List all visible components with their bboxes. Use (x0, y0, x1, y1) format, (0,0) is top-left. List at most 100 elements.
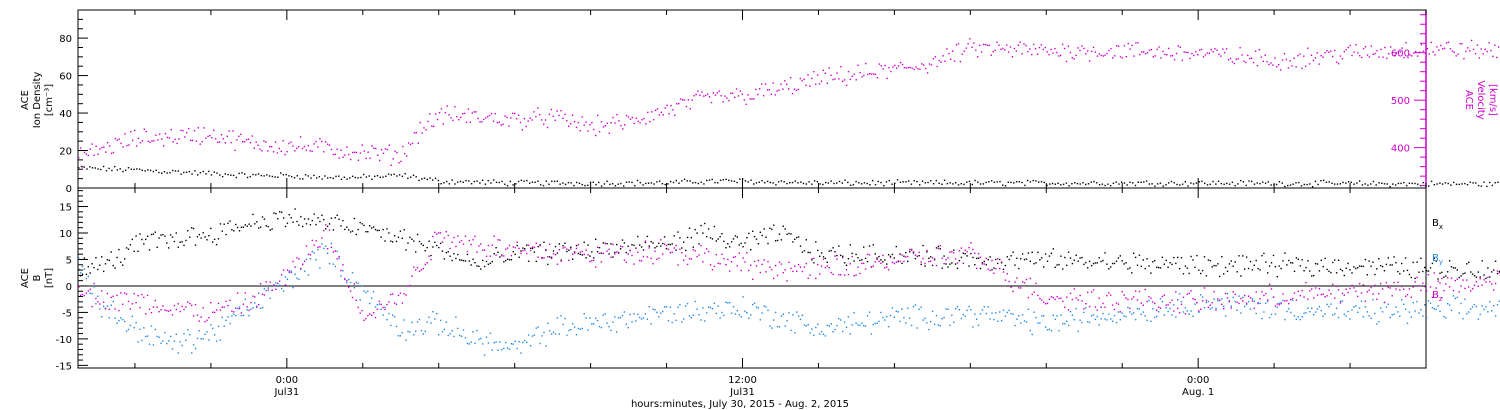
velocity-point (471, 112, 473, 114)
by-point (1330, 303, 1332, 305)
density-point (1087, 183, 1090, 185)
bz-point (296, 257, 298, 259)
bx-point (654, 247, 656, 249)
density-point (1201, 180, 1203, 182)
by-point (83, 268, 86, 270)
velocity-point (1303, 55, 1305, 57)
by-point (485, 336, 488, 338)
bx-point (884, 259, 886, 261)
by-point (646, 318, 649, 320)
by-point (832, 331, 834, 333)
density-point (1026, 179, 1029, 182)
density-point (1331, 182, 1333, 184)
bx-point (1322, 265, 1324, 268)
bx-point (845, 264, 848, 266)
velocity-point (1052, 52, 1054, 54)
velocity-point (1260, 56, 1263, 58)
velocity-point (523, 118, 526, 120)
density-point (1190, 182, 1192, 184)
bz-point (254, 296, 256, 298)
velocity-point (820, 80, 823, 82)
velocity-point (952, 50, 954, 52)
by-point (503, 347, 505, 350)
density-point (152, 170, 155, 173)
bx-point (348, 229, 350, 231)
velocity-point (218, 141, 221, 143)
bx-point (246, 225, 248, 227)
by-point (560, 315, 562, 317)
density-point (1262, 181, 1264, 183)
bx-point (937, 245, 940, 248)
velocity-point (670, 104, 672, 107)
velocity-point (176, 142, 178, 145)
by-point (1157, 311, 1160, 313)
by-point (545, 345, 547, 347)
bx-point (328, 223, 331, 225)
velocity-point (1251, 57, 1253, 60)
bx-point (1431, 262, 1434, 265)
bz-point (221, 306, 223, 308)
velocity-point (240, 133, 242, 135)
velocity-point (595, 134, 597, 137)
bz-point (258, 303, 260, 306)
bx-point (1251, 269, 1254, 271)
by-point (1414, 310, 1416, 312)
bz-point (409, 284, 411, 287)
density-point (1004, 185, 1007, 187)
velocity-point (1401, 47, 1403, 49)
by-point (721, 311, 723, 314)
density-point (199, 172, 202, 174)
by-point (1473, 303, 1476, 306)
bx-point (1357, 267, 1359, 269)
velocity-point (836, 72, 838, 74)
density-point (739, 178, 741, 180)
by-point (164, 331, 166, 334)
bx-point (905, 251, 907, 254)
bx-point (663, 236, 666, 238)
by-point (202, 338, 204, 340)
velocity-point (251, 135, 253, 137)
by-point (899, 320, 901, 323)
by-point (340, 275, 342, 277)
velocity-point (541, 119, 543, 121)
density-point (216, 172, 218, 174)
bx-point (397, 236, 400, 238)
bx-point (225, 233, 227, 236)
bx-point (240, 226, 243, 228)
density-point (1234, 185, 1236, 187)
velocity-point (1036, 53, 1039, 55)
by-point (1194, 303, 1196, 305)
density-point (1361, 184, 1364, 186)
bx-point (874, 253, 876, 255)
density-point (296, 175, 298, 177)
by-point (453, 335, 455, 338)
bx-point (1286, 264, 1288, 266)
by-point (572, 323, 574, 325)
velocity-point (1347, 46, 1349, 49)
bx-point (694, 228, 696, 231)
bx-point (606, 243, 608, 245)
velocity-point (330, 148, 333, 151)
by-point (1479, 313, 1481, 316)
density-point (578, 182, 581, 184)
by-point (761, 312, 763, 314)
density-point (570, 182, 572, 184)
by-point (773, 319, 775, 321)
bz-point (438, 232, 440, 234)
by-point (987, 306, 989, 308)
by-point (541, 335, 543, 337)
velocity-point (1393, 54, 1396, 57)
by-point (995, 312, 997, 314)
density-point (717, 182, 719, 184)
by-point (625, 323, 627, 325)
velocity-point (438, 112, 441, 114)
bx-point (455, 257, 457, 260)
by-point (1064, 323, 1066, 325)
velocity-point (870, 73, 873, 75)
bx-point (1110, 266, 1112, 268)
velocity-point (1094, 51, 1097, 53)
velocity-point (1467, 47, 1469, 49)
by-point (1052, 314, 1054, 317)
density-point (542, 184, 545, 187)
bz-point (177, 303, 179, 305)
